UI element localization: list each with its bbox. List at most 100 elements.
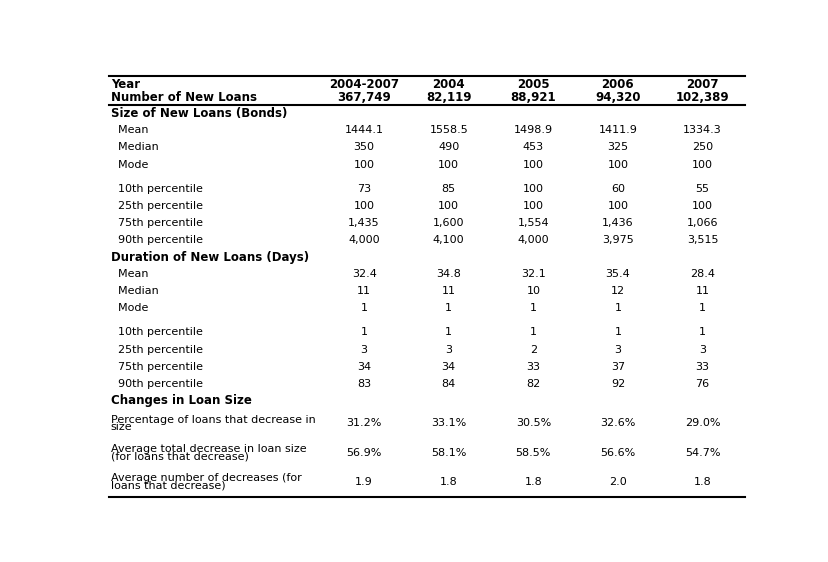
Text: 28.4: 28.4 (689, 269, 715, 279)
Text: 1: 1 (445, 328, 452, 337)
Text: 1.8: 1.8 (693, 477, 710, 487)
Text: 54.7%: 54.7% (684, 448, 720, 457)
Text: 2: 2 (529, 345, 537, 355)
Text: 1334.3: 1334.3 (682, 125, 721, 135)
Text: 1: 1 (614, 303, 621, 313)
Text: 100: 100 (607, 201, 628, 211)
Text: 2006: 2006 (601, 78, 633, 91)
Text: 367,749: 367,749 (337, 90, 391, 104)
Text: size: size (111, 422, 132, 432)
Text: 25th percentile: 25th percentile (111, 201, 203, 211)
Text: 100: 100 (354, 160, 374, 170)
Text: 55: 55 (695, 184, 709, 194)
Text: 82: 82 (526, 379, 540, 389)
Text: Duration of New Loans (Days): Duration of New Loans (Days) (111, 251, 309, 264)
Text: 100: 100 (522, 184, 543, 194)
Text: 90th percentile: 90th percentile (111, 379, 203, 389)
Text: 1.8: 1.8 (440, 477, 457, 487)
Text: 2.0: 2.0 (609, 477, 626, 487)
Text: Number of New Loans: Number of New Loans (111, 90, 257, 104)
Text: 1411.9: 1411.9 (598, 125, 637, 135)
Text: 1444.1: 1444.1 (344, 125, 383, 135)
Text: 12: 12 (610, 286, 624, 296)
Text: Mode: Mode (111, 303, 148, 313)
Text: 10: 10 (526, 286, 540, 296)
Text: 34: 34 (441, 362, 455, 371)
Text: 60: 60 (610, 184, 624, 194)
Text: 100: 100 (691, 160, 712, 170)
Text: 90th percentile: 90th percentile (111, 235, 203, 246)
Text: 83: 83 (357, 379, 371, 389)
Text: 490: 490 (437, 142, 459, 152)
Text: 1: 1 (614, 328, 621, 337)
Text: 75th percentile: 75th percentile (111, 362, 203, 371)
Text: Size of New Loans (Bonds): Size of New Loans (Bonds) (111, 107, 286, 120)
Text: 3: 3 (614, 345, 621, 355)
Text: Median: Median (111, 142, 158, 152)
Text: Changes in Loan Size: Changes in Loan Size (111, 394, 251, 407)
Text: 1,600: 1,600 (432, 218, 464, 228)
Text: 4,000: 4,000 (348, 235, 379, 246)
Text: 33: 33 (695, 362, 709, 371)
Text: 34.8: 34.8 (436, 269, 460, 279)
Text: 2007: 2007 (686, 78, 718, 91)
Text: 37: 37 (610, 362, 624, 371)
Text: 1: 1 (360, 328, 367, 337)
Text: 1,435: 1,435 (348, 218, 379, 228)
Text: 25th percentile: 25th percentile (111, 345, 203, 355)
Text: 11: 11 (441, 286, 455, 296)
Text: 76: 76 (695, 379, 709, 389)
Text: 31.2%: 31.2% (346, 418, 382, 428)
Text: 100: 100 (522, 201, 543, 211)
Text: 1.8: 1.8 (524, 477, 542, 487)
Text: 33: 33 (526, 362, 540, 371)
Text: 3: 3 (445, 345, 452, 355)
Text: 10th percentile: 10th percentile (111, 184, 202, 194)
Text: 453: 453 (522, 142, 543, 152)
Text: 1,066: 1,066 (686, 218, 717, 228)
Text: 1,436: 1,436 (601, 218, 633, 228)
Text: 10th percentile: 10th percentile (111, 328, 202, 337)
Text: loans that decrease): loans that decrease) (111, 481, 225, 491)
Text: 102,389: 102,389 (675, 90, 729, 104)
Text: 58.1%: 58.1% (431, 448, 466, 457)
Text: 73: 73 (357, 184, 371, 194)
Text: Year: Year (111, 78, 140, 91)
Text: 4,100: 4,100 (432, 235, 464, 246)
Text: 1: 1 (698, 303, 705, 313)
Text: 30.5%: 30.5% (515, 418, 551, 428)
Text: 100: 100 (691, 201, 712, 211)
Text: 2005: 2005 (517, 78, 549, 91)
Text: 84: 84 (441, 379, 455, 389)
Text: 1: 1 (360, 303, 367, 313)
Text: 3,975: 3,975 (601, 235, 633, 246)
Text: Average total decrease in loan size: Average total decrease in loan size (111, 444, 306, 454)
Text: 1: 1 (529, 303, 537, 313)
Text: 85: 85 (441, 184, 455, 194)
Text: (for loans that decrease): (for loans that decrease) (111, 451, 248, 461)
Text: 82,119: 82,119 (426, 90, 471, 104)
Text: 33.1%: 33.1% (431, 418, 466, 428)
Text: 56.6%: 56.6% (599, 448, 635, 457)
Text: 11: 11 (695, 286, 709, 296)
Text: 1498.9: 1498.9 (513, 125, 552, 135)
Text: Mean: Mean (111, 269, 148, 279)
Text: 3: 3 (360, 345, 367, 355)
Text: 2004: 2004 (432, 78, 465, 91)
Text: 100: 100 (438, 160, 459, 170)
Text: 100: 100 (607, 160, 628, 170)
Text: 4,000: 4,000 (517, 235, 548, 246)
Text: 1558.5: 1558.5 (429, 125, 468, 135)
Text: 100: 100 (438, 201, 459, 211)
Text: 88,921: 88,921 (510, 90, 556, 104)
Text: Average number of decreases (for: Average number of decreases (for (111, 473, 301, 483)
Text: 2004-2007: 2004-2007 (329, 78, 398, 91)
Text: 325: 325 (607, 142, 628, 152)
Text: 1.9: 1.9 (355, 477, 373, 487)
Text: Percentage of loans that decrease in: Percentage of loans that decrease in (111, 415, 315, 424)
Text: 92: 92 (610, 379, 624, 389)
Text: 11: 11 (357, 286, 371, 296)
Text: 32.4: 32.4 (351, 269, 376, 279)
Text: 58.5%: 58.5% (515, 448, 551, 457)
Text: 1: 1 (698, 328, 705, 337)
